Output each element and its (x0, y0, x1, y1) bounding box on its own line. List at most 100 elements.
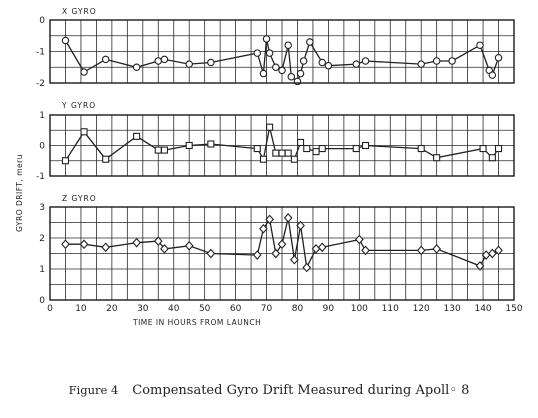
z-gyro-data-point (317, 242, 327, 253)
z-gyro-data-point (61, 239, 70, 250)
x-gyro-data-point (432, 57, 441, 65)
z-gyro-data-point (416, 245, 426, 256)
x-gyro-data-point (61, 36, 70, 45)
y-axis-label: GYRO DRIFT, meru (15, 154, 24, 232)
y-gyro-data-point (278, 149, 286, 157)
text-layer: X GYRO Y GYRO Z GYRO TIME IN HOURS FROM … (15, 7, 523, 327)
z-gyro-data-point (354, 234, 364, 245)
y-gyro-data-point (312, 148, 320, 156)
figure-caption: Figure 4 Compensated Gyro Drift Measured … (0, 383, 538, 398)
x-y-tick-label: -2 (36, 79, 45, 89)
z-gyro-data-point (271, 248, 281, 259)
x-tick-label: 140 (474, 304, 491, 314)
grid-layer (49, 19, 515, 301)
z-gyro-data-point (101, 242, 111, 253)
x-gyro-data-point (253, 49, 262, 57)
y-y-tick-label: 0 (39, 142, 45, 152)
y-gyro-data-point (284, 149, 292, 157)
x-tick-label: 100 (351, 304, 368, 314)
y-gyro-data-point (494, 145, 503, 153)
y-gyro-data-point (352, 145, 360, 153)
x-gyro-data-point (299, 57, 308, 65)
figure-number: Figure 4 (68, 383, 119, 397)
y-gyro-data-point (479, 145, 487, 153)
z-gyro-data-point (283, 213, 293, 223)
panel-title-x: X GYRO (62, 7, 97, 16)
y-gyro-data-point (318, 145, 326, 153)
z-gyro-data-point (290, 254, 299, 265)
x-panel-frame (49, 19, 515, 84)
x-gyro-data-point (185, 60, 193, 68)
x-tick-label: 80 (292, 304, 304, 314)
z-y-tick-label: 2 (39, 234, 45, 244)
x-gyro-data-point (272, 63, 280, 72)
z-gyro-data-point (132, 237, 141, 248)
figure-caption-text: Compensated Gyro Drift Measured during A… (132, 383, 470, 398)
x-gyro-data-point (306, 38, 314, 46)
y-gyro-data-point (154, 146, 162, 154)
z-panel-frame (49, 206, 515, 301)
x-gyro-data-point (80, 68, 88, 76)
y-gyro-data-point (61, 157, 70, 165)
x-gyro-data-point (417, 60, 425, 68)
y-gyro-data-point (102, 155, 110, 163)
x-gyro-data-point (132, 63, 141, 72)
x-tick-label: 150 (505, 304, 522, 314)
x-gyro-data-point (262, 35, 271, 43)
x-tick-label: 120 (413, 304, 430, 314)
x-gyro-data-point (160, 55, 169, 64)
x-tick-label: 90 (323, 304, 335, 314)
x-tick-label: 130 (444, 304, 461, 314)
y-gyro-data-point (253, 145, 261, 153)
x-tick-label: 0 (47, 304, 53, 314)
y-gyro-data-point (433, 154, 441, 162)
z-gyro-data-point (252, 250, 262, 260)
y-gyro-data-point (266, 123, 274, 131)
z-gyro-data-point (481, 250, 491, 260)
y-gyro-data-point (207, 140, 215, 148)
z-y-tick-label: 3 (39, 203, 45, 213)
y-panel-frame (49, 114, 515, 177)
panel-title-z: Z GYRO (62, 194, 97, 203)
x-gyro-data-point (284, 41, 292, 49)
y-gyro-data-point (160, 146, 169, 154)
x-tick-label: 20 (106, 304, 118, 314)
x-tick-label: 70 (261, 304, 273, 314)
x-tick-label: 40 (168, 304, 180, 314)
z-gyro-data-point (494, 245, 503, 256)
z-gyro-data-point (79, 239, 89, 250)
z-gyro-data-point (488, 248, 497, 259)
y-gyro-data-point (417, 145, 425, 153)
x-tick-label: 110 (382, 304, 399, 314)
x-tick-label: 50 (199, 304, 211, 314)
x-gyro-data-point (259, 69, 268, 78)
z-gyro-data-point (361, 245, 370, 256)
z-gyro-data-point (311, 244, 321, 254)
z-gyro-data-point (296, 220, 305, 231)
x-gyro-data-point (488, 71, 497, 79)
y-gyro-data-point (297, 138, 305, 146)
y-gyro-data-point (361, 141, 370, 150)
y-gyro-data-point (133, 132, 141, 140)
x-gyro-data-point (324, 61, 333, 70)
y-gyro-data-point (488, 154, 496, 162)
y-gyro-data-point (259, 155, 267, 163)
z-gyro-data-point (302, 262, 312, 273)
z-gyro-data-point (432, 244, 442, 254)
x-gyro-data-point (448, 57, 456, 65)
x-y-tick-label: -1 (36, 48, 45, 58)
frame-layer (49, 19, 515, 301)
x-gyro-data-point (265, 49, 274, 57)
x-gyro-data-point (476, 41, 484, 49)
z-gyro-data-point (206, 248, 216, 259)
y-gyro-data-point (303, 145, 311, 153)
y-gyro-data-point (80, 128, 88, 136)
x-y-tick-label: 0 (39, 16, 45, 26)
x-gyro-data-point (296, 69, 305, 78)
z-gyro-data-point (277, 239, 287, 250)
x-gyro-data-point (278, 66, 286, 75)
x-gyro-data-point (287, 72, 296, 81)
panel-title-y: Y GYRO (61, 101, 96, 110)
y-gyro-data-point (290, 155, 298, 163)
